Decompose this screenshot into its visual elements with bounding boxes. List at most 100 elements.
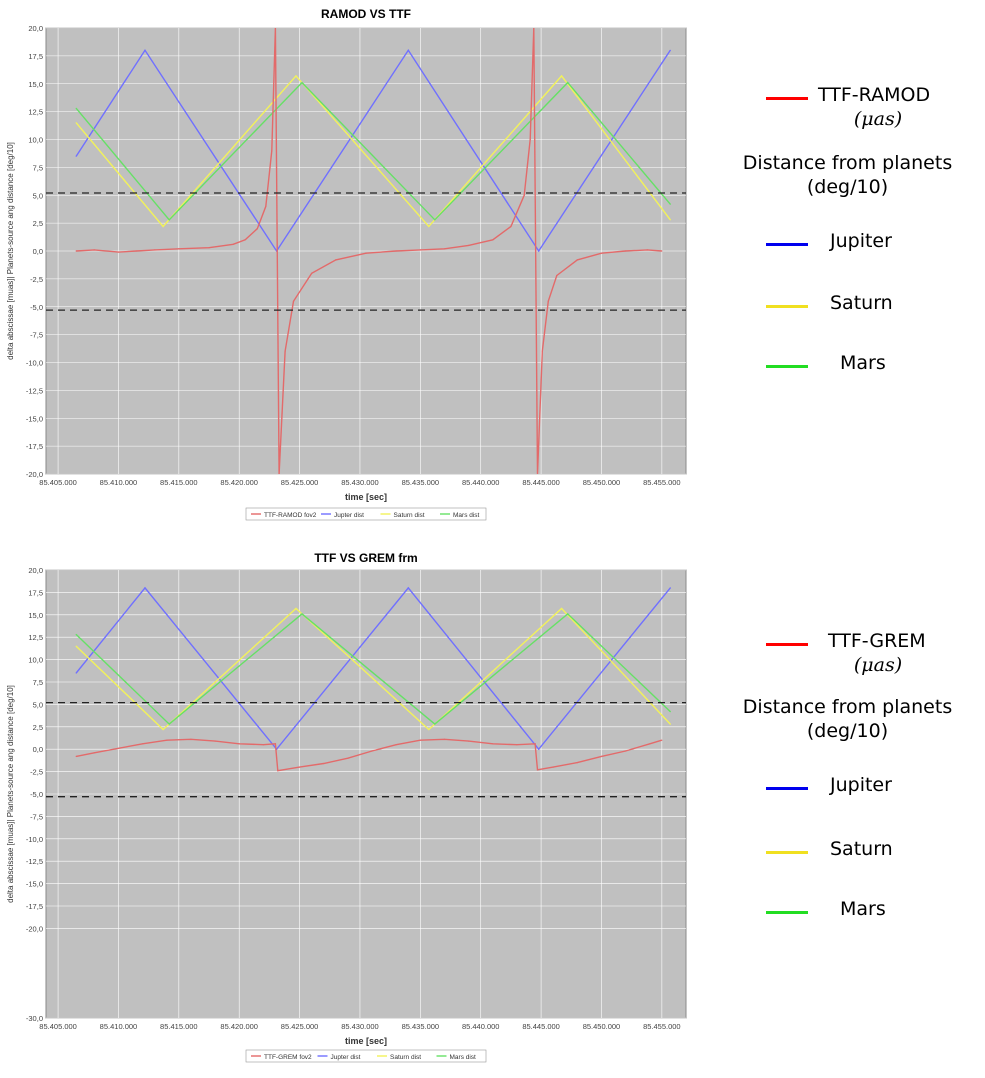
x-tick-label: 85.420.000	[220, 1022, 258, 1031]
y-tick-label: 17,5	[28, 52, 43, 61]
chart-ttf-vs-grem: TTF VS GREM frm 85.405.000 85.410.000 85.41…	[6, 551, 687, 1063]
data-point-ttf-ramod-fov2	[335, 259, 337, 261]
data-point-ttf-ramod-fov2	[244, 239, 246, 241]
y-tick-label: 20,0	[28, 566, 43, 575]
side-legend-item-jupiter: Jupiter	[700, 774, 985, 804]
data-point-jupter-dist	[75, 155, 77, 157]
data-point-ttf-ramod-fov2	[600, 252, 603, 254]
legend-label: Jupter dist	[331, 1054, 361, 1061]
data-point-ttf-ramod-fov2	[547, 300, 549, 302]
series-line-saturn-dist	[75, 74, 671, 228]
x-tick-label: 85.430.000	[341, 478, 379, 487]
data-point-ttf-ramod-fov2	[529, 138, 531, 141]
data-point-saturn-dist	[295, 75, 297, 77]
series-line-jupter-dist	[75, 586, 671, 751]
chart-title: RAMOD VS TTF	[321, 7, 411, 21]
legend-label: Jupter dist	[334, 512, 364, 519]
data-point-ttf-ramod-fov2	[278, 473, 280, 474]
data-point-mars-dist	[168, 219, 170, 221]
x-axis-label: time [sec]	[345, 492, 387, 502]
data-point-ttf-ramod-fov2	[117, 251, 120, 253]
data-point-jupter-dist	[669, 587, 671, 589]
x-tick-label: 85.435.000	[402, 1022, 440, 1031]
y-axis-label: delta abscissae [muas]| Planets-source a…	[6, 685, 15, 903]
series-line-mars-dist	[75, 81, 671, 221]
y-tick-label: -17,5	[26, 442, 43, 451]
y-tick-label: -7,5	[30, 812, 43, 821]
series-line-jupter-dist	[75, 49, 671, 253]
x-tick-label: 85.455.000	[643, 478, 681, 487]
side-legend-item-ttf-ramod: TTF-RAMOD	[700, 84, 985, 114]
data-point-mars-dist	[434, 723, 436, 725]
data-point-ttf-ramod-fov2	[541, 350, 543, 352]
data-point-ttf-ramod-fov2	[292, 300, 295, 302]
data-point-ttf-ramod-fov2	[232, 243, 234, 245]
data-point-ttf-grem-fov2	[262, 744, 264, 746]
grid-layer	[46, 27, 686, 475]
data-point-mars-dist	[75, 107, 77, 109]
saturn-label: Saturn	[830, 838, 893, 860]
distance-unit-label: (deg/10)	[806, 176, 889, 198]
x-tick-label: 85.410.000	[100, 478, 138, 487]
data-point-ttf-ramod-fov2	[311, 272, 313, 274]
x-tick-label: 85.410.000	[100, 1022, 138, 1031]
data-point-jupter-dist	[538, 250, 540, 252]
y-tick-label: -20,0	[26, 470, 43, 479]
data-point-ttf-grem-fov2	[323, 762, 325, 765]
data-point-ttf-ramod-fov2	[271, 150, 273, 152]
data-point-ttf-ramod-fov2	[646, 249, 649, 251]
data-point-saturn-dist	[162, 728, 164, 731]
y-tick-label: -15,0	[26, 880, 43, 889]
data-point-ttf-ramod-fov2	[154, 249, 156, 251]
data-point-ttf-ramod-fov2	[468, 244, 470, 246]
data-point-ttf-grem-fov2	[274, 743, 276, 745]
data-point-ttf-grem-fov2	[516, 744, 518, 746]
data-point-jupter-dist	[75, 672, 77, 674]
data-point-ttf-grem-fov2	[190, 738, 192, 740]
mars-swatch	[766, 365, 808, 368]
chart-title: TTF VS GREM frm	[314, 551, 417, 565]
x-tick-label: 85.445.000	[522, 478, 560, 487]
muas-unit-label: (μas)	[853, 108, 903, 130]
chart-legend: TTF-GREM fov2 Jupter dist Saturn dist Mars …	[245, 1049, 487, 1063]
data-point-ttf-ramod-fov2	[625, 250, 627, 252]
data-point-ttf-grem-fov2	[299, 766, 301, 768]
y-tick-label: 0,0	[33, 247, 43, 256]
y-tick-label: 12,5	[28, 108, 43, 117]
data-point-ttf-ramod-fov2	[443, 248, 446, 250]
x-tick-label: 85.405.000	[39, 1022, 77, 1031]
data-point-mars-dist	[301, 613, 303, 615]
data-point-saturn-dist	[75, 645, 77, 647]
legend-box	[245, 507, 487, 521]
y-tick-label: -30,0	[26, 1014, 43, 1023]
distance-heading: Distance from planets	[742, 152, 953, 174]
data-point-saturn-dist	[75, 122, 77, 124]
chart-legend: TTF-RAMOD fov2 Jupter dist Saturn dist Mars…	[245, 507, 487, 521]
legend-label: Saturn dist	[390, 1054, 421, 1061]
data-point-ttf-grem-fov2	[347, 757, 349, 759]
x-tick-label: 85.440.000	[462, 1022, 500, 1031]
y-tick-label: -7,5	[30, 331, 43, 340]
data-point-saturn-dist	[162, 225, 164, 228]
side-legend-item-saturn: Saturn	[700, 838, 985, 868]
y-tick-label: -17,5	[26, 902, 43, 911]
x-tick-label: 85.445.000	[522, 1022, 560, 1031]
ttf-ramod-swatch	[766, 97, 808, 100]
jupiter-swatch	[766, 243, 808, 246]
y-tick-label: -5,0	[30, 790, 43, 799]
y-tick-label: 7,5	[33, 678, 43, 687]
series-layer	[75, 586, 671, 772]
saturn-swatch	[766, 305, 808, 308]
x-tick-label: 85.425.000	[281, 1022, 319, 1031]
data-point-ttf-ramod-fov2	[75, 250, 77, 252]
data-point-ttf-grem-fov2	[142, 743, 144, 745]
data-point-jupter-dist	[407, 587, 409, 589]
data-point-ttf-ramod-fov2	[284, 350, 286, 352]
data-point-saturn-dist	[561, 607, 563, 610]
y-tick-label: -10,0	[26, 359, 43, 368]
chart-ramod-vs-ttf: RAMOD VS TTF 85.405.000 85.410.000 85.415.0…	[6, 7, 687, 521]
data-point-ttf-grem-fov2	[443, 738, 446, 740]
data-point-saturn-dist	[669, 219, 671, 221]
x-axis-label: time [sec]	[345, 1036, 387, 1046]
data-point-ttf-ramod-fov2	[256, 228, 258, 230]
